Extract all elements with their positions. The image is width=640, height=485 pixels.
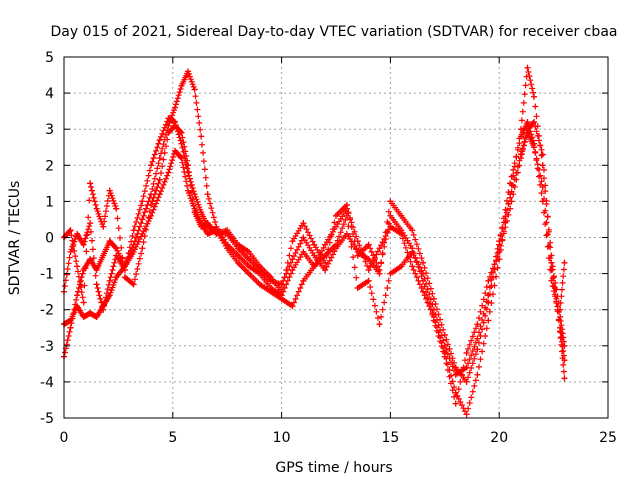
y-tick-label: -3 <box>40 339 54 355</box>
x-tick-label: 0 <box>60 430 69 446</box>
y-tick-label: -4 <box>40 375 54 391</box>
y-tick-label: -5 <box>40 411 54 427</box>
y-tick-label: -1 <box>40 267 54 283</box>
tick-marks <box>63 56 609 419</box>
chart-title: Day 015 of 2021, Sidereal Day-to-day VTE… <box>51 24 618 40</box>
y-tick-labels: 5 4 3 2 1 0 -1 -2 -3 -4 -5 <box>40 50 54 427</box>
y-tick-label: 1 <box>45 194 54 210</box>
x-tick-label: 15 <box>381 430 399 446</box>
x-tick-labels: 0 5 10 15 20 25 <box>60 430 617 446</box>
y-tick-label: 5 <box>45 50 54 66</box>
y-tick-label: 3 <box>45 122 54 138</box>
x-axis-label: GPS time / hours <box>275 460 392 476</box>
x-tick-label: 10 <box>273 430 291 446</box>
x-tick-label: 25 <box>599 430 617 446</box>
y-tick-label: 0 <box>45 231 54 247</box>
data-markers <box>61 64 568 418</box>
x-tick-label: 20 <box>490 430 508 446</box>
y-axis-label: SDTVAR / TECUs <box>7 181 23 296</box>
x-tick-label: 5 <box>168 430 177 446</box>
y-tick-label: 4 <box>45 86 54 102</box>
y-tick-label: -2 <box>40 303 54 319</box>
y-tick-label: 2 <box>45 158 54 174</box>
